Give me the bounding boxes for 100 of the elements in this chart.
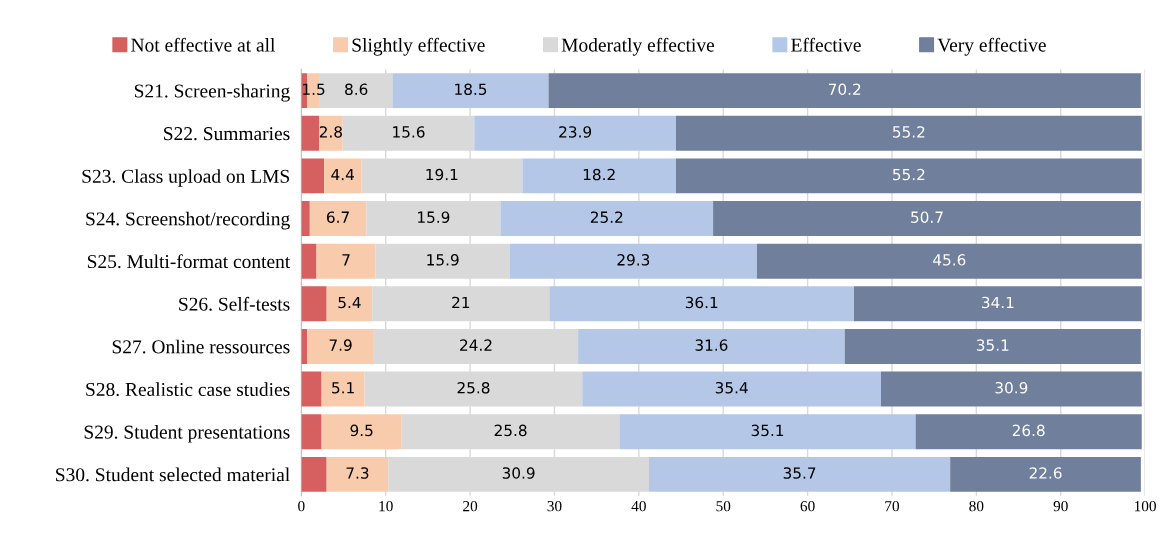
bar (301, 115, 320, 151)
bar (321, 414, 402, 450)
data-label: 21 (452, 296, 470, 309)
data-label: 55.2 (893, 126, 925, 138)
bar (324, 158, 362, 194)
bar (301, 371, 322, 407)
x-tick-label: 10 (379, 500, 393, 512)
bar (500, 201, 714, 237)
data-label: 19.1 (426, 168, 458, 181)
bar (549, 286, 854, 322)
y-tick-label: S24. Screenshot/recording (86, 211, 290, 230)
y-tick-label: S21. Screen-sharing (134, 83, 290, 102)
x-tick-label: 90 (1053, 500, 1068, 512)
data-label: 18.2 (583, 168, 615, 181)
data-label: 7 (342, 254, 350, 266)
y-tick-label: S22. Summaries (164, 127, 290, 141)
bar (301, 243, 317, 279)
data-label: 2.8 (319, 126, 342, 138)
x-tick-label: 50 (716, 500, 731, 512)
bar (319, 115, 343, 151)
bar (307, 328, 374, 364)
legend-label: Moderatly effective (561, 37, 715, 56)
data-label: 25.2 (590, 211, 623, 223)
bar (582, 371, 881, 407)
data-label: 31.6 (695, 339, 728, 351)
data-label: 24.2 (460, 339, 492, 351)
data-label: 50.7 (911, 211, 943, 223)
data-label: 1.5 (303, 83, 325, 96)
legend-label: Not effective at all (131, 37, 276, 52)
data-label: 45.6 (933, 254, 966, 266)
legend-label: Very effective (937, 37, 1046, 56)
bar (392, 73, 549, 109)
data-label: 25.8 (457, 381, 490, 394)
data-label: 25.8 (494, 424, 527, 437)
bar (509, 243, 757, 279)
data-label: 36.1 (685, 296, 718, 309)
bar (713, 201, 1141, 237)
bar (474, 115, 676, 151)
data-label: 35.1 (976, 339, 1009, 351)
bar (915, 414, 1142, 450)
data-label: 22.6 (1029, 467, 1062, 479)
bar (301, 158, 325, 194)
bar (675, 115, 1142, 151)
legend-label: Slightly effective (352, 37, 485, 56)
data-label: 55.2 (893, 168, 925, 181)
data-label: 29.3 (617, 254, 650, 266)
data-label: 35.1 (751, 424, 784, 437)
bar (301, 414, 322, 450)
bar (756, 243, 1142, 279)
data-label: 35.7 (783, 467, 816, 479)
x-tick-label: 100 (1134, 500, 1156, 512)
x-tick-label: 70 (885, 500, 900, 512)
data-label: 34.1 (982, 296, 1014, 309)
data-label: 6.7 (326, 211, 349, 223)
bar (301, 456, 327, 492)
bar (844, 328, 1141, 364)
x-tick-label: 60 (800, 500, 815, 512)
bar (675, 158, 1142, 194)
bar (648, 456, 951, 492)
bar (619, 414, 916, 450)
bar (854, 286, 1142, 322)
bar (950, 456, 1141, 492)
data-label: 4.4 (331, 168, 354, 181)
data-label: 7.3 (346, 467, 369, 479)
data-label: 26.8 (1012, 424, 1045, 437)
data-label: 15.6 (393, 126, 425, 138)
x-tick-label: 40 (631, 500, 646, 512)
y-tick-label: S26. Self-tests (179, 296, 290, 311)
x-tick-label: 0 (298, 500, 305, 512)
data-label: 8.6 (345, 83, 368, 96)
x-tick-label: 30 (547, 500, 562, 512)
legend-label: Effective (791, 37, 861, 52)
data-label: 30.9 (995, 381, 1028, 394)
data-label: 15.9 (427, 254, 459, 266)
bar (301, 286, 327, 322)
bar (326, 456, 389, 492)
data-label: 9.5 (350, 424, 373, 437)
bar (301, 201, 310, 237)
data-label: 70.2 (828, 83, 861, 96)
x-tick-label: 20 (463, 500, 478, 512)
data-label: 18.5 (455, 83, 487, 96)
bar (548, 73, 1141, 109)
data-label: 5.1 (332, 382, 354, 394)
y-tick-label: S30. Student selected material (56, 467, 290, 482)
x-tick-label: 80 (969, 500, 984, 512)
data-label: 15.9 (418, 211, 450, 223)
y-tick-label: S27. Online ressources (112, 339, 290, 354)
data-label: 35.4 (715, 381, 748, 394)
data-label: 7.9 (329, 339, 352, 351)
bar (881, 371, 1142, 407)
y-tick-label: S29. Student presentations (84, 424, 290, 443)
y-tick-label: S25. Multi-format content (87, 254, 291, 269)
bar (578, 328, 845, 364)
bar (522, 158, 676, 194)
data-label: 23.9 (559, 126, 592, 138)
y-tick-label: S28. Realistic case studies (86, 382, 290, 397)
data-label: 5.4 (338, 296, 361, 309)
bar (326, 286, 373, 322)
bar (321, 371, 365, 407)
bar (316, 243, 376, 279)
